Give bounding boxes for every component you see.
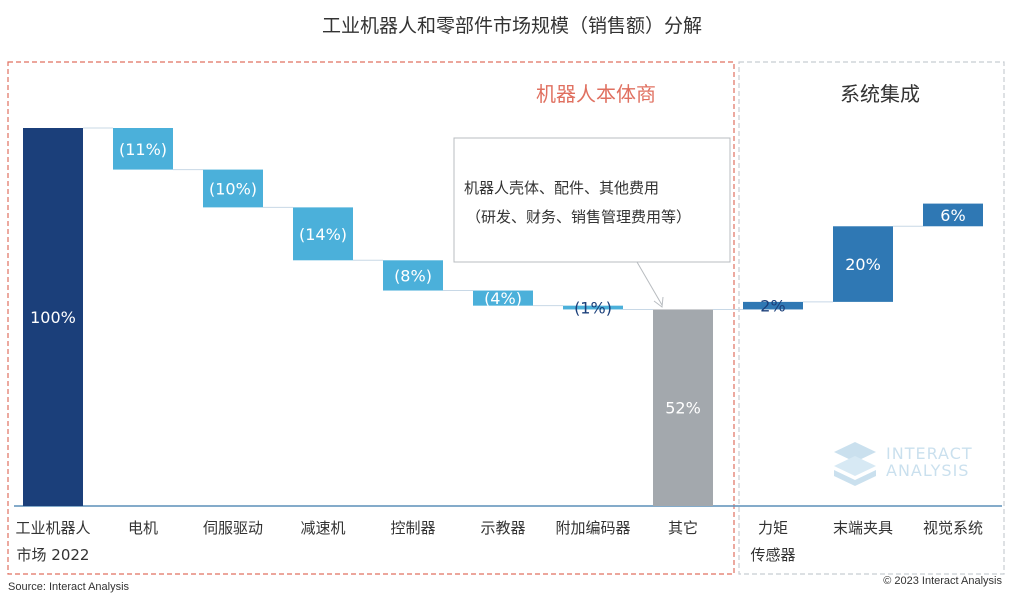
bar-11 xyxy=(923,203,983,227)
annotation-line-1: 机器人壳体、配件、其他费用 xyxy=(464,179,659,197)
bar-2 xyxy=(113,128,173,170)
bar-10 xyxy=(833,226,893,302)
bar-4-category-label: 减速机 xyxy=(300,519,345,537)
bar-3-category-label: 伺服驱动 xyxy=(203,519,263,537)
bar-1 xyxy=(23,128,83,506)
bar-6-value-label: (4%) xyxy=(484,289,522,308)
bar-7-value-label: (1%) xyxy=(574,299,612,318)
logo-mark-bottom xyxy=(834,470,876,486)
bar-1-category-label: 工业机器人 xyxy=(15,519,90,537)
bar-4 xyxy=(293,207,353,261)
bar-8 xyxy=(653,309,713,506)
chart-title: 工业机器人和零部件市场规模（销售额）分解 xyxy=(322,15,702,37)
bar-2-category-label: 电机 xyxy=(128,519,158,537)
bar-4-value-label: (14%) xyxy=(299,225,347,244)
bars xyxy=(23,128,983,506)
bar-5-category-label: 控制器 xyxy=(390,519,435,537)
bar-6-category-label: 示教器 xyxy=(480,519,525,537)
annotation-line-2: （研发、财务、销售管理费用等） xyxy=(466,208,691,226)
bar-9-category-label: 力矩 xyxy=(758,519,788,537)
bar-8-category-label: 其它 xyxy=(668,519,698,537)
bar-7-category-label: 附加编码器 xyxy=(555,519,630,537)
bar-8-value-label: 52% xyxy=(665,399,701,418)
bar-9-value-label: 2% xyxy=(760,297,785,316)
annotation-arrow-head xyxy=(653,296,664,308)
bar-5 xyxy=(383,260,443,291)
bar-10-value-label: 20% xyxy=(845,255,881,274)
group-title-system-integration: 系统集成 xyxy=(840,82,920,106)
bar-2-value-label: (11%) xyxy=(119,140,167,159)
bar-11-category-label: 视觉系统 xyxy=(923,519,983,537)
bar-3 xyxy=(203,169,263,208)
bar-5-value-label: (8%) xyxy=(394,266,432,285)
system-integration-group-frame xyxy=(738,61,1005,575)
source-note: Source: Interact Analysis xyxy=(8,581,130,593)
bar-labels: 100% (11%) (10%) (14%) (8%) (4%) (1%) 52% 2% 20% 6… xyxy=(30,140,966,418)
watermark-line-2: ANALYSIS xyxy=(886,461,969,480)
group-title-robot-maker: 机器人本体商 xyxy=(536,82,656,106)
bar-11-value-label: 6% xyxy=(940,206,965,225)
bar-1-value-label: 100% xyxy=(30,308,76,327)
logo-mark-mid xyxy=(834,456,876,476)
watermark-line-1: INTERACT xyxy=(886,444,973,463)
watermark-logo: INTERACT ANALYSIS xyxy=(834,442,973,486)
annotation-box xyxy=(453,137,731,263)
connector-lines xyxy=(83,127,923,310)
bar-9 xyxy=(743,301,803,310)
copyright-note: © 2023 Interact Analysis xyxy=(883,575,1002,587)
bar-6 xyxy=(473,290,533,306)
robot-maker-group-frame xyxy=(7,61,735,575)
bar-9-category-label-line2: 传感器 xyxy=(750,546,795,564)
logo-mark-top xyxy=(834,442,876,462)
annotation-callout: 机器人壳体、配件、其他费用 （研发、财务、销售管理费用等） xyxy=(453,137,731,308)
bar-7 xyxy=(563,305,623,310)
annotation-arrow xyxy=(636,261,663,306)
bar-10-category-label: 末端夹具 xyxy=(833,519,893,537)
bar-1-category-label-line2: 市场 2022 xyxy=(17,546,90,564)
bar-3-value-label: (10%) xyxy=(209,179,257,198)
